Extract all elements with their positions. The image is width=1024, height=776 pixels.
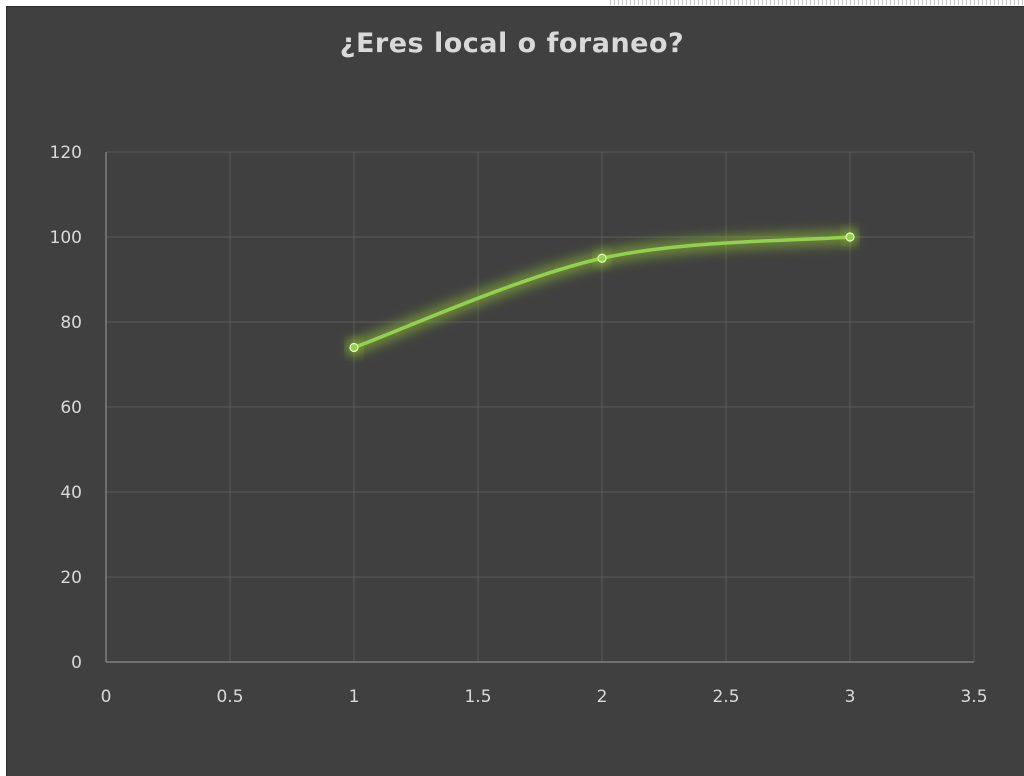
- x-tick-label: 3.5: [960, 687, 987, 707]
- x-tick-label: 3: [845, 687, 856, 707]
- x-tick-label: 2: [597, 687, 608, 707]
- chart-title: ¿Eres local o foraneo?: [339, 28, 685, 59]
- axes: [105, 152, 974, 663]
- grid-lines: [106, 151, 975, 662]
- x-tick-label: 1.5: [464, 687, 491, 707]
- data-point[interactable]: [845, 232, 855, 242]
- y-tick-label: 80: [60, 313, 82, 333]
- series-layer: [347, 230, 857, 355]
- tick-labels: 0 20 40 60 80 100 120 0 0.5 1 1.5 2 2.5 3 3.5: [50, 143, 988, 707]
- y-tick-label: 0: [71, 653, 82, 673]
- y-tick-label: 40: [60, 483, 82, 503]
- x-tick-label: 0: [101, 687, 112, 707]
- x-tick-label: 2.5: [712, 687, 739, 707]
- data-point[interactable]: [597, 253, 607, 263]
- y-tick-label: 20: [60, 568, 82, 588]
- selection-handle-strip: [610, 0, 1024, 5]
- chart-area[interactable]: [6, 6, 1024, 776]
- x-tick-label: 1: [349, 687, 360, 707]
- y-tick-label: 120: [50, 143, 82, 163]
- data-point[interactable]: [349, 342, 359, 353]
- y-tick-label: 60: [60, 398, 82, 418]
- y-tick-label: 100: [50, 228, 82, 248]
- x-tick-label: 0.5: [216, 687, 243, 707]
